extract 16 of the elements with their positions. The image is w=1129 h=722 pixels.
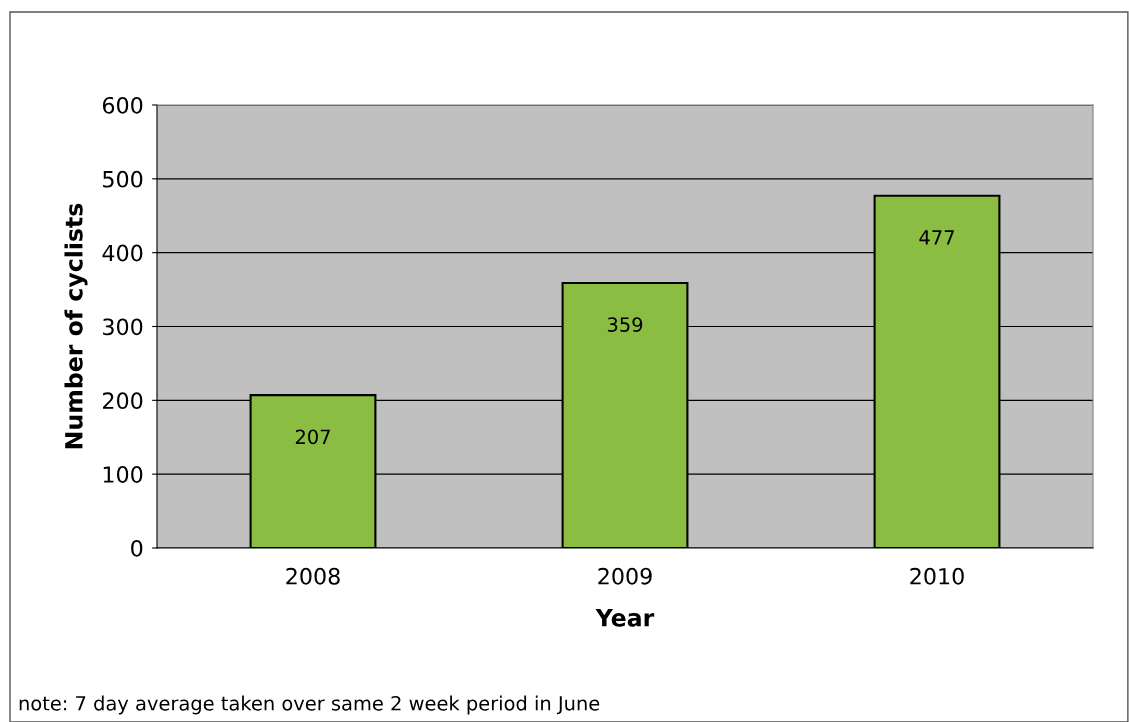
data-label: 359 <box>607 317 643 332</box>
x-tick-label: 2008 <box>286 567 340 585</box>
y-tick-label: 200 <box>103 392 143 410</box>
y-tick-label: 0 <box>131 539 143 557</box>
y-tick-label: 400 <box>102 244 143 262</box>
y-tick-label: 600 <box>102 96 143 114</box>
y-tick-label: 500 <box>103 170 143 188</box>
y-tick-label: 300 <box>103 318 143 336</box>
x-axis-title: Year <box>595 609 655 627</box>
x-tick-label: 2009 <box>598 567 652 585</box>
data-label: 207 <box>295 429 330 445</box>
y-axis-title: Number of cyclists <box>64 203 88 449</box>
y-tick-label: 100 <box>103 466 143 483</box>
data-label: 477 <box>919 230 954 245</box>
text: note: 7 day average taken over same 2 week period in June <box>19 695 600 715</box>
x-tick-label: 2010 <box>910 567 964 585</box>
